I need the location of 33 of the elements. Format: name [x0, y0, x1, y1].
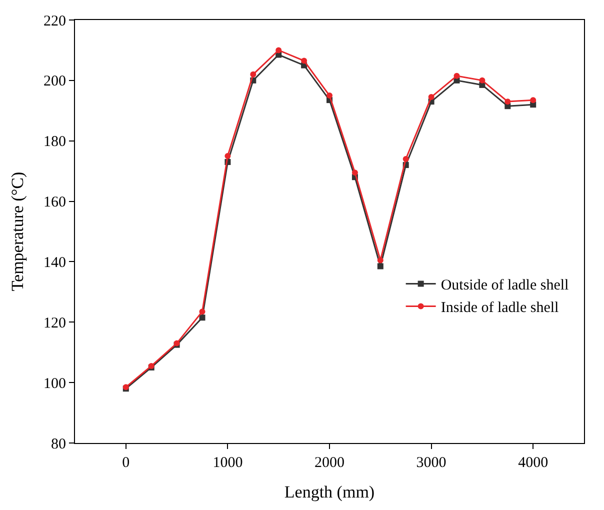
x-tick-label: 0 — [122, 455, 130, 471]
point — [377, 263, 384, 270]
point — [326, 92, 332, 99]
point — [276, 47, 282, 54]
y-tick-label: 200 — [44, 74, 66, 90]
y-tick-label: 180 — [44, 134, 66, 150]
x-tick-label: 4000 — [518, 455, 548, 471]
point — [352, 170, 358, 176]
y-tick-label: 100 — [44, 376, 66, 392]
point — [224, 152, 231, 159]
x-tick-label: 3000 — [416, 455, 446, 471]
point — [454, 72, 460, 79]
legend-label: Inside of ladle shell — [440, 300, 559, 316]
point — [504, 98, 511, 105]
y-axis-title: Temperature (°C) — [8, 172, 28, 292]
point — [377, 257, 384, 264]
y-tick-label: 220 — [44, 13, 66, 30]
point — [530, 97, 536, 104]
x-tick-label: 1000 — [212, 455, 243, 471]
y-tick-label: 140 — [44, 254, 66, 271]
legend-label: Outside of ladle shell — [440, 278, 569, 294]
point — [428, 94, 434, 100]
point — [402, 156, 409, 162]
point — [250, 71, 256, 78]
x-axis-title: Length (mm) — [284, 482, 375, 502]
y-tick-label: 80 — [51, 436, 66, 452]
point — [479, 77, 486, 84]
y-tick-label: 160 — [44, 194, 66, 211]
point — [199, 314, 206, 321]
x-tick-label: 2000 — [314, 455, 344, 471]
point — [199, 308, 206, 315]
y-tick-label: 120 — [44, 315, 66, 332]
point — [301, 58, 308, 64]
